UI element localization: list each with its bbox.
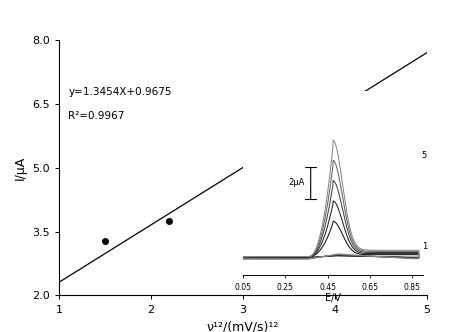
Text: R²=0.9967: R²=0.9967: [68, 111, 125, 121]
Text: y=1.3454X+0.9675: y=1.3454X+0.9675: [68, 87, 172, 97]
Text: 2μA: 2μA: [288, 179, 304, 188]
Text: 1: 1: [422, 242, 427, 251]
Point: [248, 164, 256, 169]
Y-axis label: I/μA: I/μA: [14, 155, 27, 180]
X-axis label: E/V: E/V: [325, 293, 341, 303]
X-axis label: ν¹²/(mV/s)¹²: ν¹²/(mV/s)¹²: [207, 320, 279, 332]
Point: [377, 93, 384, 99]
Text: 5: 5: [422, 151, 427, 160]
Point: [166, 218, 173, 223]
Point: [331, 107, 338, 112]
Point: [101, 238, 109, 244]
